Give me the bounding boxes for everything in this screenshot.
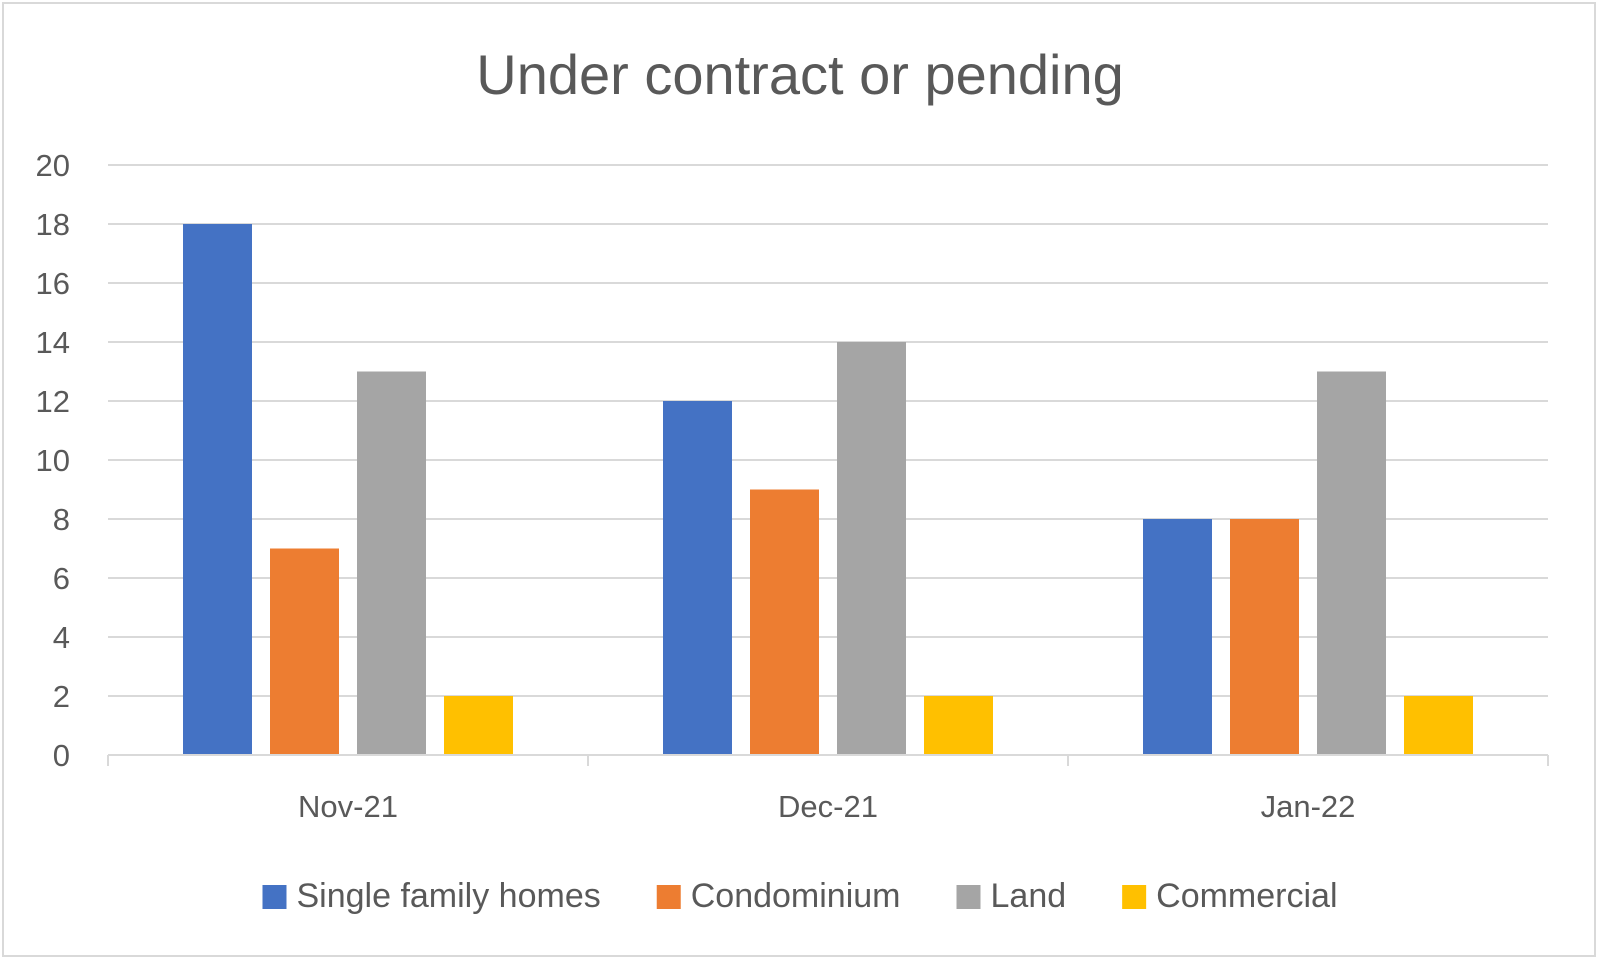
y-axis-ticks: 0 2 4 6 8 10 12 14 16 18 20 [36, 148, 70, 773]
legend-swatch [262, 885, 287, 909]
legend-swatch [956, 885, 981, 909]
legend-swatch [656, 885, 681, 909]
y-tick-label: 20 [36, 148, 70, 183]
y-tick-label: 4 [53, 620, 70, 655]
chart-title: Under contract or pending [476, 43, 1124, 106]
legend-label: Commercial [1156, 877, 1337, 915]
gridlines [108, 164, 1548, 697]
bar-commercial-nov-21 [444, 696, 513, 755]
bar-condominium-nov-21 [270, 548, 339, 755]
bar-single-family-homes-jan-22 [1143, 519, 1212, 755]
y-tick-label: 6 [53, 561, 70, 596]
y-tick-label: 16 [36, 266, 70, 301]
y-tick-label: 18 [36, 207, 70, 242]
y-tick-label: 10 [36, 443, 70, 478]
legend-label: Land [991, 877, 1067, 915]
bar-commercial-dec-21 [924, 696, 993, 755]
bar-single-family-homes-dec-21 [663, 401, 732, 755]
bar-land-jan-22 [1317, 371, 1386, 755]
y-tick-label: 2 [53, 679, 70, 714]
legend-label: Single family homes [296, 877, 600, 915]
x-tick-label: Jan-22 [1261, 789, 1356, 824]
legend-swatch [1122, 885, 1147, 909]
legend-label: Condominium [691, 877, 901, 915]
bar-land-dec-21 [837, 342, 906, 755]
y-tick-label: 12 [36, 384, 70, 419]
x-axis: Nov-21 Dec-21 Jan-22 [107, 754, 1549, 824]
y-tick-label: 14 [36, 325, 70, 360]
bar-commercial-jan-22 [1404, 696, 1473, 755]
bar-condominium-jan-22 [1230, 519, 1299, 755]
x-tick-label: Nov-21 [298, 789, 398, 824]
x-tick-label: Dec-21 [778, 789, 878, 824]
y-tick-label: 8 [53, 502, 70, 537]
y-tick-label: 0 [53, 738, 70, 773]
bar-single-family-homes-nov-21 [183, 224, 252, 755]
bar-condominium-dec-21 [750, 489, 819, 755]
bar-land-nov-21 [357, 371, 426, 755]
legend: Single family homes Condominium Land Commer… [262, 877, 1338, 915]
bars [183, 224, 1473, 755]
